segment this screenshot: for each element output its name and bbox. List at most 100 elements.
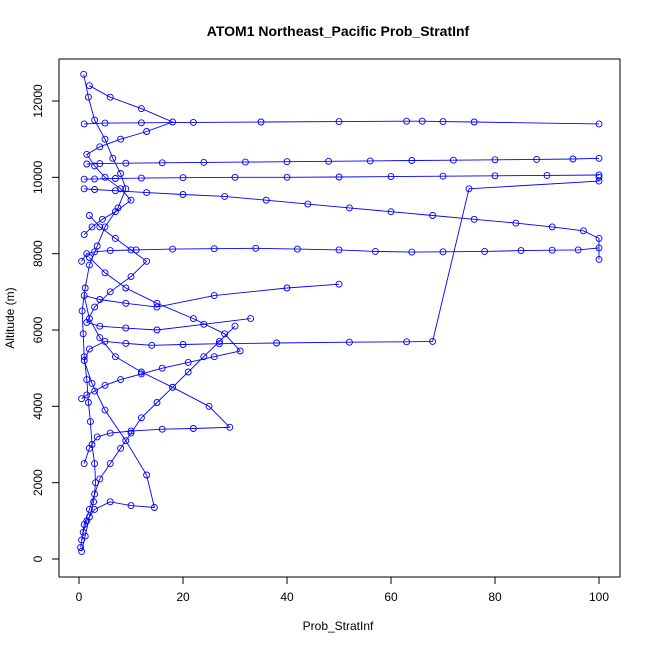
series-12-point: [117, 444, 125, 452]
series-11-point: [169, 118, 177, 126]
series-4-point: [371, 247, 379, 255]
series-4-point: [517, 247, 525, 255]
series-2-point: [91, 505, 99, 513]
y-tick-label: 2000: [31, 469, 45, 496]
series-5-point: [91, 186, 99, 193]
series-12-point: [78, 536, 86, 544]
series-2-point: [273, 339, 281, 347]
series-5-point: [80, 185, 88, 193]
series-5-point: [221, 192, 229, 200]
series-12-point: [153, 399, 161, 406]
series-4-point: [132, 246, 140, 254]
series-4-point: [169, 245, 177, 253]
series-2-point: [106, 498, 114, 506]
y-tick-label: 12000: [31, 84, 45, 118]
series-2-point: [345, 338, 353, 346]
series-4-point: [335, 246, 343, 254]
series-12-point: [137, 414, 145, 422]
x-tick-label: 80: [488, 590, 502, 604]
series-3-point: [335, 280, 343, 288]
series-10-point: [210, 353, 218, 361]
series-7-point: [241, 158, 249, 166]
y-tick-label: 10000: [31, 160, 45, 194]
series-1-point: [80, 70, 88, 78]
series-9-point: [96, 322, 104, 330]
series-4-point: [548, 246, 556, 254]
series-10-point: [153, 299, 161, 307]
series-4-point: [439, 248, 447, 256]
series-5-point: [579, 227, 587, 235]
series-2-point: [85, 345, 93, 353]
series-6-point: [439, 172, 447, 180]
series-7-point: [283, 158, 291, 166]
series-7-point: [449, 156, 457, 164]
series-5-point: [595, 255, 603, 263]
series-3-point: [210, 292, 218, 300]
series-1-point: [79, 330, 87, 338]
series-11-point: [80, 231, 88, 239]
series-10-point: [101, 269, 109, 277]
series-9-point: [143, 257, 151, 265]
series-4-point: [78, 257, 86, 265]
series-3-point: [127, 427, 135, 435]
series-12-line: [81, 325, 236, 540]
series-10-point: [117, 376, 125, 384]
series-11-point: [106, 93, 114, 101]
series-12-point: [96, 475, 104, 483]
series-11-point: [96, 143, 104, 151]
series-5-point: [548, 223, 556, 231]
series-11-point: [88, 223, 96, 231]
series-9-point: [111, 234, 119, 242]
series-6-point: [283, 173, 291, 181]
series-2-point: [88, 379, 96, 387]
series-11-point: [143, 128, 151, 135]
series-10-point: [236, 347, 244, 355]
series-8-point: [101, 119, 109, 127]
series-11-point: [98, 215, 106, 223]
series-3-point: [158, 425, 166, 433]
series-1-point: [91, 460, 99, 468]
series-3-point: [205, 402, 213, 410]
series-2-point: [465, 185, 473, 193]
series-8-point: [595, 120, 603, 128]
series-12-point: [200, 353, 208, 361]
series-4-point: [210, 245, 218, 253]
series-4-point: [252, 244, 260, 252]
series-12-point: [85, 505, 93, 513]
series-3-line: [83, 283, 340, 464]
series-7-line: [86, 157, 600, 165]
series-3-point: [80, 460, 88, 468]
series-5-line: [84, 188, 600, 260]
plot-data: [77, 70, 603, 555]
series-8-point: [403, 117, 411, 125]
series-3-point: [189, 425, 197, 432]
series-11-point: [91, 162, 99, 170]
x-tick-label: 40: [280, 590, 294, 604]
series-10-point: [78, 395, 86, 403]
series-3-point: [137, 368, 145, 376]
series-11-point: [127, 196, 135, 204]
series-12-point: [215, 337, 223, 345]
y-tick-label: 0: [31, 555, 45, 562]
series-11-point: [137, 105, 145, 113]
series-6-point: [80, 175, 88, 183]
series-6-point: [91, 175, 99, 183]
series-9-point: [83, 318, 91, 326]
series-9-point: [106, 288, 114, 296]
series-12-point: [169, 383, 177, 391]
chart-title: ATOM1 Northeast_Pacific Prob_StratInf: [207, 23, 470, 39]
series-8-point: [418, 117, 426, 125]
series-9-point: [122, 324, 130, 332]
series-8-point: [189, 118, 197, 126]
series-10-point: [101, 381, 109, 389]
series-12-point: [231, 322, 239, 330]
series-8-point: [335, 118, 343, 126]
series-1-point: [81, 284, 89, 292]
series-2-line: [80, 177, 600, 548]
series-3-point: [122, 299, 130, 307]
series-11-point: [111, 208, 119, 216]
y-tick-label: 4000: [31, 393, 45, 420]
series-8-line: [84, 120, 600, 125]
series-10-point: [122, 284, 130, 292]
